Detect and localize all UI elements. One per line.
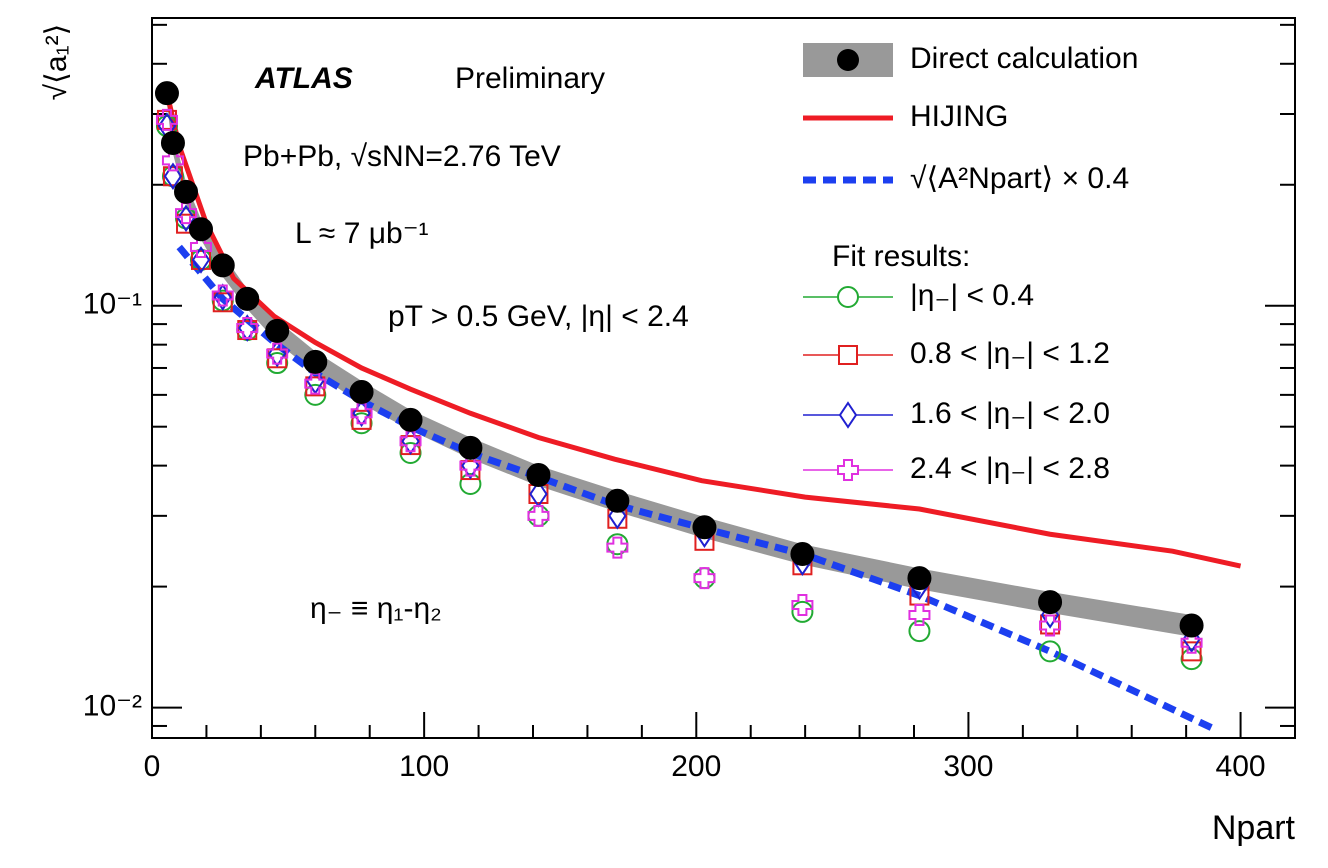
legend-title: Fit results: — [832, 240, 970, 273]
data-point — [213, 283, 232, 312]
data-point — [907, 566, 932, 591]
data-point — [349, 379, 374, 404]
data-point — [174, 179, 199, 204]
data-point — [606, 536, 629, 559]
legend-marker — [838, 401, 858, 429]
cut-label: pT > 0.5 GeV, |η| < 2.4 — [388, 300, 689, 333]
legend-marker — [837, 459, 859, 481]
data-point — [605, 488, 630, 513]
legend-marker — [838, 345, 858, 365]
legend-label: 2.4 < |η₋| < 2.8 — [910, 452, 1110, 485]
x-tick-label: 300 — [943, 750, 993, 783]
legend-label: Direct calculation — [910, 42, 1138, 75]
legend-marker — [837, 286, 859, 308]
data-point — [693, 567, 716, 590]
data-point — [908, 603, 931, 626]
data-point — [459, 473, 482, 496]
data-point — [160, 131, 185, 156]
data-point — [1039, 614, 1062, 637]
data-point — [154, 81, 179, 106]
x-tick-label: 100 — [399, 750, 449, 783]
data-point — [265, 318, 290, 343]
data-point — [398, 407, 423, 432]
data-point — [235, 286, 260, 311]
data-point — [458, 435, 483, 460]
data-point — [303, 349, 328, 374]
data-point — [790, 542, 815, 567]
data-point — [791, 600, 814, 623]
data-point — [175, 202, 198, 225]
data-point — [212, 292, 233, 313]
data-point — [155, 108, 178, 131]
legend-label: HIJING — [910, 100, 1008, 133]
x-tick-label: 200 — [671, 750, 721, 783]
data-point — [1180, 631, 1203, 654]
data-point — [399, 430, 422, 453]
data-point — [608, 502, 627, 530]
data-point — [693, 567, 716, 590]
legend-label: √⟨A²Npart⟩ × 0.4 — [910, 162, 1129, 195]
data-point — [188, 217, 213, 242]
legend-label: |η₋| < 0.4 — [910, 279, 1034, 312]
data-point — [211, 284, 234, 307]
y-axis-label: √⟨a₁²⟩ — [40, 24, 73, 101]
definition-label: η₋ ≡ η₁-η₂ — [310, 592, 442, 625]
data-point — [459, 454, 482, 477]
data-point — [176, 204, 196, 233]
luminosity-label: L ≈ 7 μb⁻¹ — [295, 217, 429, 250]
data-point — [266, 342, 289, 365]
status-label: Preliminary — [455, 62, 605, 95]
data-point — [304, 372, 327, 395]
data-point — [527, 504, 550, 527]
data-point — [210, 253, 235, 278]
legend-marker — [837, 49, 859, 71]
y-tick-label: 10⁻¹ — [83, 288, 142, 321]
data-point — [526, 463, 551, 488]
y-tick-label: 10⁻² — [83, 689, 142, 722]
legend-label: 0.8 < |η₋| < 1.2 — [910, 337, 1110, 370]
x-axis-label: Npart — [1212, 809, 1296, 847]
data-point — [1039, 640, 1062, 663]
data-point — [791, 593, 814, 616]
collision-label: Pb+Pb, √sNN=2.76 TeV — [243, 140, 561, 173]
data-point — [351, 409, 372, 430]
data-point — [191, 246, 211, 274]
curve — [176, 244, 1218, 734]
data-point — [350, 402, 373, 425]
data-point — [236, 317, 259, 340]
x-tick-label: 0 — [144, 750, 161, 783]
legend-label: 1.6 < |η₋| < 2.0 — [910, 397, 1110, 430]
plot-frame — [151, 17, 1296, 739]
data-point — [1181, 641, 1202, 662]
x-tick-label: 400 — [1216, 750, 1266, 783]
data-point — [527, 504, 550, 527]
data-point — [1038, 590, 1063, 615]
data-point — [1179, 613, 1204, 638]
data-point — [908, 620, 931, 643]
data-point — [163, 162, 183, 191]
data-point — [161, 149, 184, 172]
data-point — [692, 515, 717, 540]
experiment-label: ATLAS — [254, 62, 353, 95]
error-band — [166, 82, 1192, 637]
data-point — [189, 236, 212, 259]
